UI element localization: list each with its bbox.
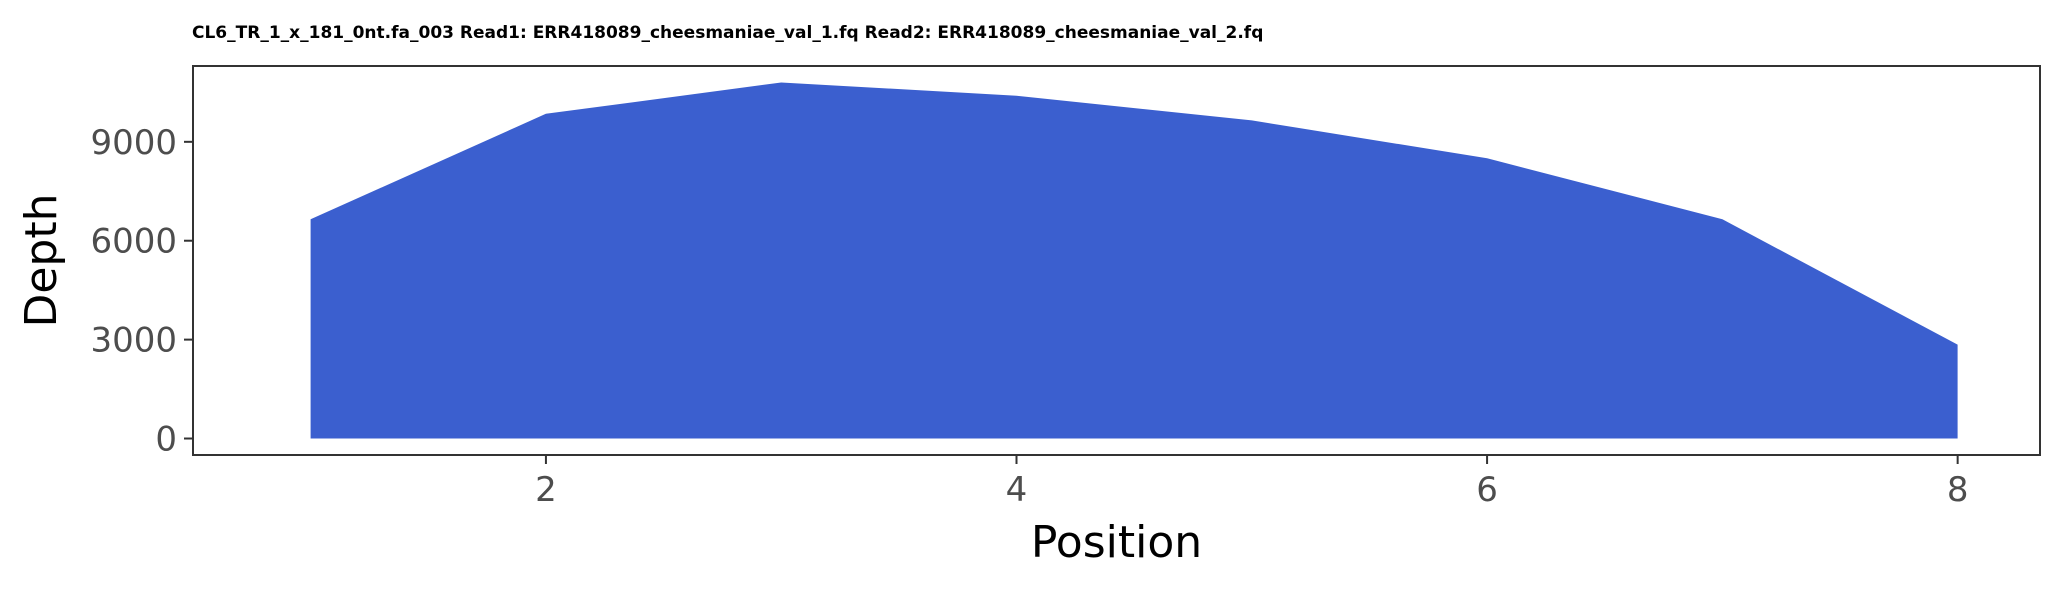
area-layer: [310, 82, 1958, 439]
y-axis: 0 3000 6000 9000: [90, 123, 193, 460]
x-axis-title: Position: [1031, 517, 1202, 568]
chart-title: CL6_TR_1_x_181_0nt.fa_003 Read1: ERR4180…: [192, 23, 1263, 43]
depth-area: [310, 82, 1958, 439]
y-tick-label: 0: [155, 420, 177, 460]
y-tick-label: 3000: [90, 321, 177, 361]
y-tick-label: 9000: [90, 123, 177, 163]
x-tick-label: 4: [1006, 470, 1028, 510]
y-axis-title: Depth: [16, 193, 67, 327]
y-tick-label: 6000: [90, 222, 177, 262]
x-tick-label: 8: [1947, 470, 1969, 510]
x-tick-label: 6: [1476, 470, 1498, 510]
x-axis: 2 4 6 8: [535, 455, 1968, 510]
x-tick-label: 2: [535, 470, 557, 510]
